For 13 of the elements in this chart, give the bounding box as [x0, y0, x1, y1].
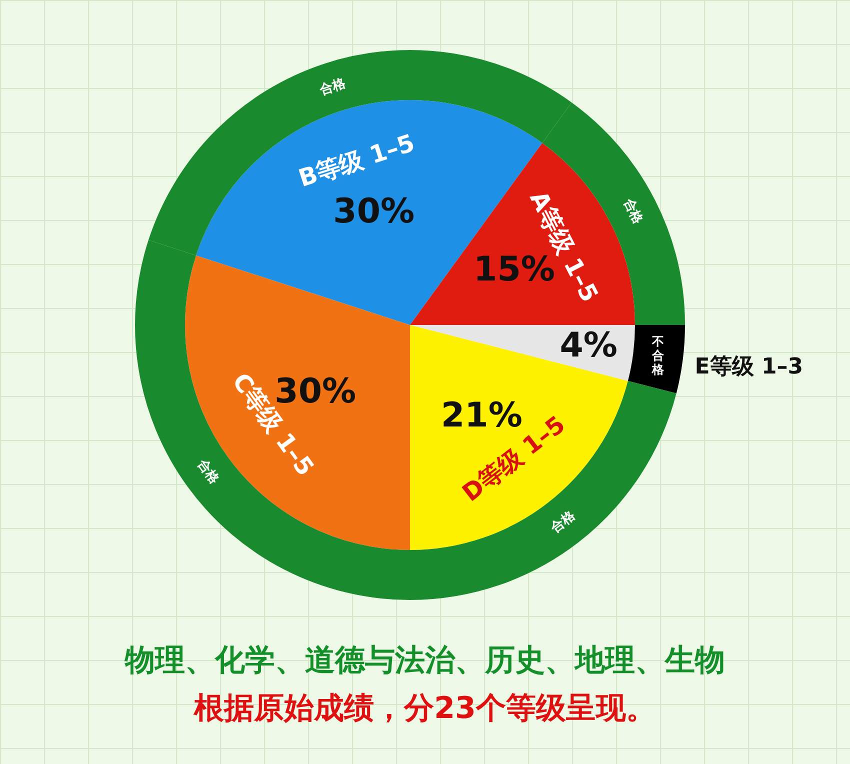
data-label: 合格	[620, 195, 647, 228]
data-label: 4%	[560, 325, 618, 366]
slice-label: E等级 1–3	[694, 354, 804, 380]
data-label: 21%	[441, 395, 522, 436]
data-label: 不合格	[651, 334, 666, 376]
data-label: 30%	[333, 192, 415, 232]
slice-label: B等级 1–5	[295, 128, 418, 193]
data-label: 合格	[194, 456, 223, 488]
text: 根据原始成绩，分23个等级呈现。	[192, 690, 657, 728]
data-label: 15%	[474, 250, 555, 290]
data-label: 合格	[546, 507, 579, 537]
text: 物理、化学、道德与法治、历史、地理、生物	[124, 642, 726, 680]
data-label: 合格	[316, 74, 348, 99]
